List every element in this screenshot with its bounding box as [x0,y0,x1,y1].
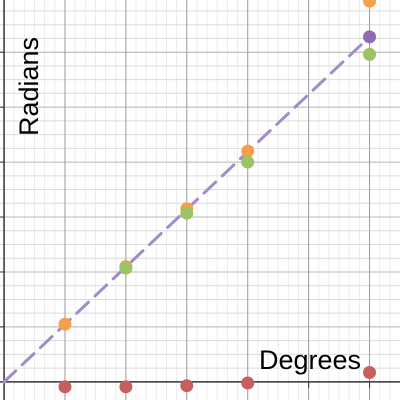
scatter-point [363,47,377,61]
scatter-point [363,0,377,8]
x-axis-label: Degrees [259,345,361,375]
y-axis-label: Radians [14,37,44,136]
scatter-point [58,317,72,331]
scatter-point [241,376,255,390]
scatter-point [180,206,194,220]
scatter-point [119,261,133,275]
scatter-point [119,380,133,394]
scatter-point [58,380,72,394]
scatter-point [363,366,377,380]
scatter-point [241,155,255,169]
scatter-point [241,144,255,158]
points-layer [58,0,377,394]
scatter-point [363,30,377,44]
scatter-point [180,379,194,393]
